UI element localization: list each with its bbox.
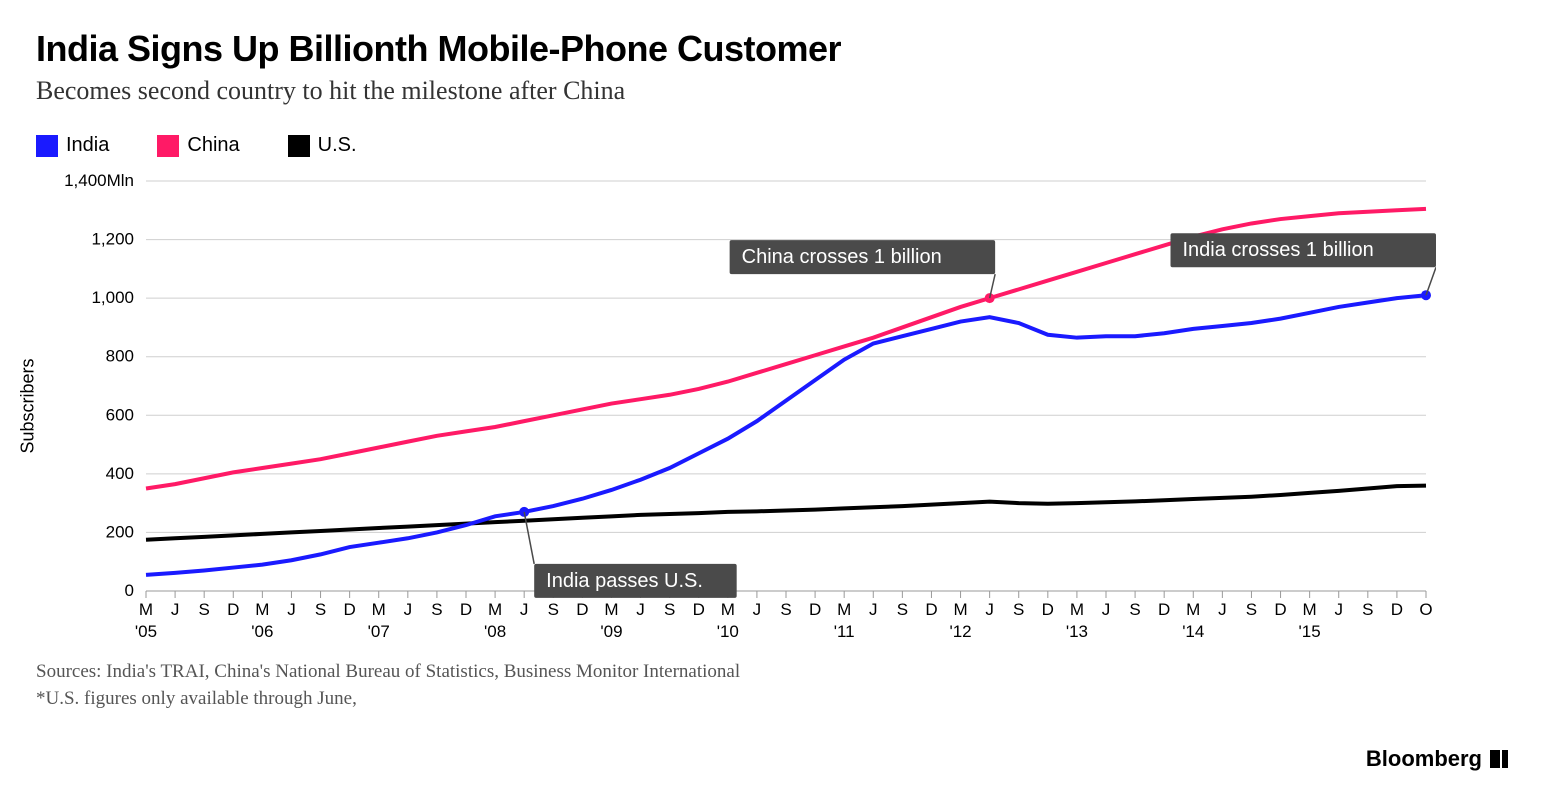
- chart-title: India Signs Up Billionth Mobile-Phone Cu…: [36, 28, 1508, 70]
- svg-text:S: S: [664, 600, 675, 619]
- svg-text:M: M: [1070, 600, 1084, 619]
- svg-text:'09: '09: [600, 622, 622, 641]
- chart-footer: Sources: India's TRAI, China's National …: [36, 659, 1508, 712]
- svg-text:D: D: [809, 600, 821, 619]
- svg-text:D: D: [693, 600, 705, 619]
- svg-text:S: S: [897, 600, 908, 619]
- chart-area: Subscribers 02004006008001,0001,2001,400…: [36, 171, 1508, 641]
- svg-text:'06: '06: [251, 622, 273, 641]
- svg-text:O: O: [1419, 600, 1432, 619]
- svg-text:S: S: [1129, 600, 1140, 619]
- legend-label: India: [66, 134, 109, 157]
- svg-text:S: S: [315, 600, 326, 619]
- svg-text:0: 0: [125, 581, 134, 600]
- svg-text:600: 600: [106, 405, 134, 424]
- svg-text:D: D: [227, 600, 239, 619]
- svg-text:M: M: [139, 600, 153, 619]
- svg-text:'10: '10: [717, 622, 739, 641]
- svg-text:M: M: [1186, 600, 1200, 619]
- legend-swatch: [157, 135, 179, 157]
- svg-text:'15: '15: [1299, 622, 1321, 641]
- svg-text:1,000: 1,000: [91, 288, 134, 307]
- svg-text:D: D: [1274, 600, 1286, 619]
- svg-text:India passes U.S.: India passes U.S.: [546, 570, 703, 592]
- y-axis-label: Subscribers: [18, 358, 39, 453]
- svg-text:D: D: [460, 600, 472, 619]
- chart-subtitle: Becomes second country to hit the milest…: [36, 76, 1508, 106]
- svg-text:S: S: [548, 600, 559, 619]
- svg-text:D: D: [1042, 600, 1054, 619]
- svg-text:'07: '07: [368, 622, 390, 641]
- svg-text:S: S: [1013, 600, 1024, 619]
- svg-text:M: M: [255, 600, 269, 619]
- svg-text:M: M: [721, 600, 735, 619]
- svg-text:'08: '08: [484, 622, 506, 641]
- svg-text:S: S: [431, 600, 442, 619]
- svg-text:200: 200: [106, 522, 134, 541]
- svg-text:J: J: [1102, 600, 1111, 619]
- svg-text:M: M: [953, 600, 967, 619]
- svg-text:J: J: [869, 600, 878, 619]
- footer-note: *U.S. figures only available through Jun…: [36, 686, 1508, 713]
- svg-text:800: 800: [106, 347, 134, 366]
- svg-text:D: D: [576, 600, 588, 619]
- legend-item: India: [36, 134, 109, 157]
- svg-text:1,400Mln: 1,400Mln: [64, 171, 134, 190]
- svg-text:400: 400: [106, 464, 134, 483]
- brand-text: Bloomberg: [1366, 746, 1482, 772]
- line-chart: 02004006008001,0001,2001,400MlnM'05JSDM'…: [36, 171, 1436, 641]
- svg-text:J: J: [287, 600, 296, 619]
- legend-swatch: [36, 135, 58, 157]
- svg-text:J: J: [1334, 600, 1343, 619]
- svg-text:J: J: [171, 600, 180, 619]
- legend-item: U.S.: [288, 134, 357, 157]
- svg-text:China crosses 1 billion: China crosses 1 billion: [742, 246, 942, 268]
- svg-text:D: D: [1391, 600, 1403, 619]
- svg-text:J: J: [985, 600, 994, 619]
- brand-icon: [1490, 750, 1508, 768]
- svg-text:J: J: [753, 600, 762, 619]
- brand-label: Bloomberg: [1366, 746, 1508, 772]
- footer-sources: Sources: India's TRAI, China's National …: [36, 659, 1508, 686]
- legend-label: U.S.: [318, 134, 357, 157]
- legend-label: China: [187, 134, 239, 157]
- svg-text:'12: '12: [949, 622, 971, 641]
- legend-item: China: [157, 134, 239, 157]
- svg-text:M: M: [488, 600, 502, 619]
- svg-text:India crosses 1 billion: India crosses 1 billion: [1183, 239, 1374, 261]
- svg-text:'13: '13: [1066, 622, 1088, 641]
- legend: India China U.S.: [36, 134, 1508, 157]
- svg-text:'11: '11: [834, 622, 855, 641]
- svg-text:D: D: [925, 600, 937, 619]
- svg-text:M: M: [604, 600, 618, 619]
- svg-text:D: D: [343, 600, 355, 619]
- svg-text:M: M: [1303, 600, 1317, 619]
- svg-text:J: J: [636, 600, 645, 619]
- svg-text:'05: '05: [135, 622, 157, 641]
- svg-text:S: S: [1246, 600, 1257, 619]
- svg-text:M: M: [837, 600, 851, 619]
- svg-text:S: S: [199, 600, 210, 619]
- svg-text:S: S: [1362, 600, 1373, 619]
- svg-text:J: J: [404, 600, 413, 619]
- svg-text:'14: '14: [1182, 622, 1204, 641]
- legend-swatch: [288, 135, 310, 157]
- svg-text:S: S: [780, 600, 791, 619]
- svg-text:D: D: [1158, 600, 1170, 619]
- svg-text:J: J: [1218, 600, 1227, 619]
- svg-text:J: J: [520, 600, 529, 619]
- svg-text:M: M: [372, 600, 386, 619]
- svg-text:1,200: 1,200: [91, 230, 134, 249]
